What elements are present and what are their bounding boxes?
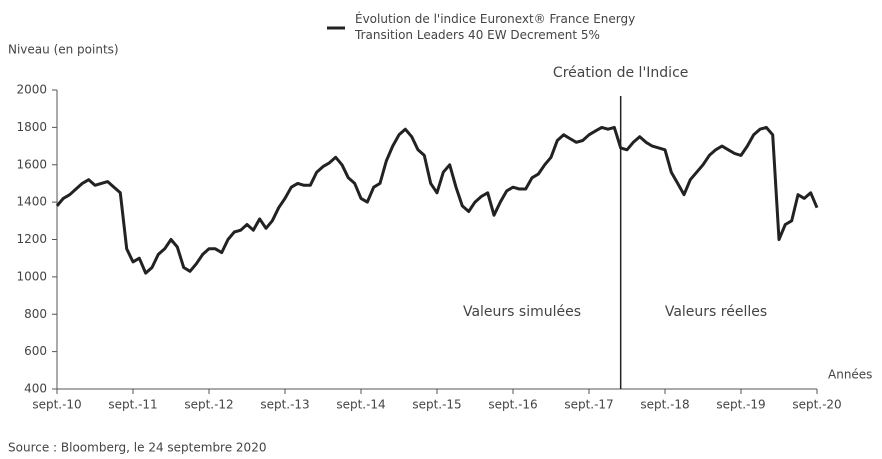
y-tick-label: 2000	[16, 83, 47, 97]
y-tick-label: 400	[24, 382, 47, 396]
x-tick-label: sept.-10	[32, 398, 81, 412]
creation-annotation: Création de l'Indice	[553, 65, 688, 81]
line-series	[55, 125, 819, 275]
y-tick-label: 1600	[16, 157, 47, 171]
x-tick-label: sept.-14	[336, 398, 385, 412]
legend-label: Évolution de l'indice Euronext® France E…	[355, 12, 636, 42]
y-tick-label: 1400	[16, 195, 47, 209]
x-axis-label: Années	[828, 368, 872, 382]
y-axis-label: Niveau (en points)	[8, 43, 119, 57]
y-tick-label: 1200	[16, 232, 47, 246]
x-tick-label: sept.-17	[564, 398, 613, 412]
y-tick-label: 1800	[16, 120, 47, 134]
x-tick-label: sept.-19	[716, 398, 765, 412]
y-tick-label: 600	[24, 344, 47, 358]
x-tick-label: sept.-12	[184, 398, 233, 412]
y-tick-label: 1000	[16, 269, 47, 283]
x-tick-label: sept.-11	[108, 398, 157, 412]
x-tick-label: sept.-13	[260, 398, 309, 412]
x-tick-label: sept.-16	[488, 398, 537, 412]
x-tick-label: sept.-15	[412, 398, 461, 412]
real-annotation: Valeurs réelles	[665, 304, 767, 320]
simulated-annotation: Valeurs simulées	[463, 304, 581, 320]
source: Source : Bloomberg, le 24 septembre 2020	[8, 441, 266, 455]
y-tick-label: 800	[24, 307, 47, 321]
x-tick-label: sept.-18	[640, 398, 689, 412]
x-tick-label: sept.-20	[792, 398, 841, 412]
